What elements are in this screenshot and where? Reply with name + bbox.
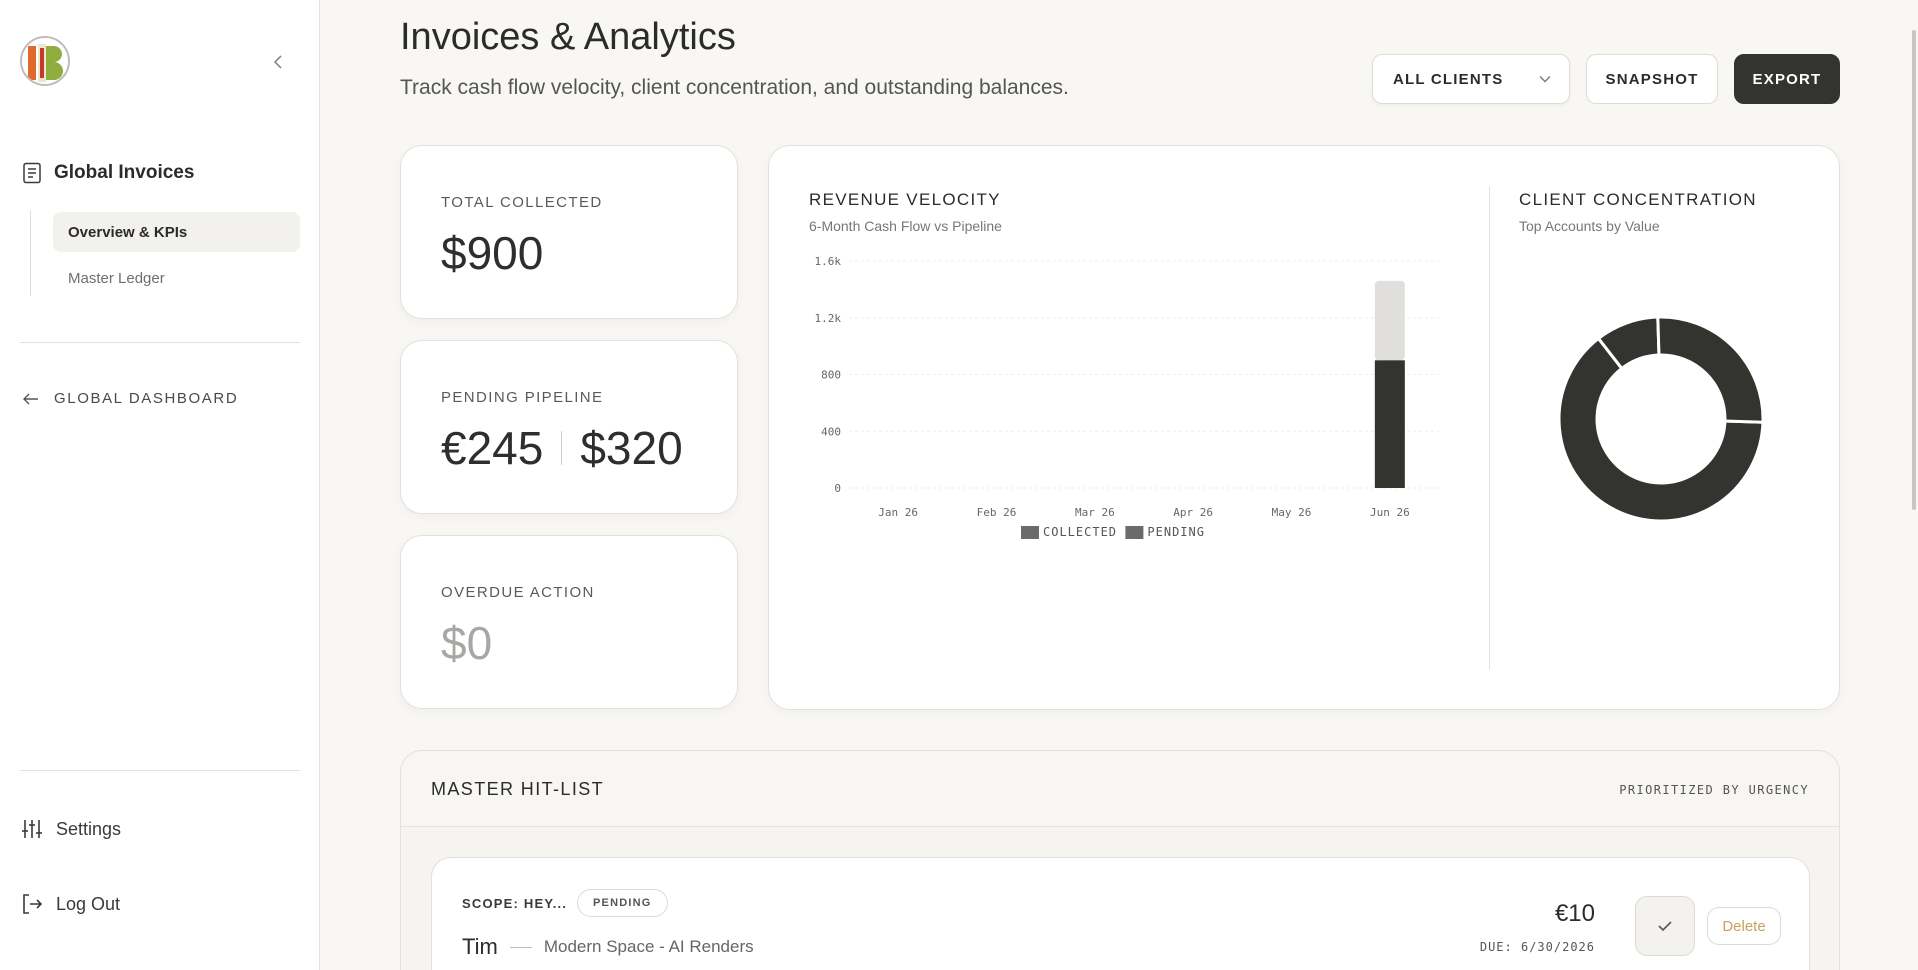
donut-slice bbox=[1656, 315, 1765, 424]
export-button[interactable]: EXPORT bbox=[1734, 54, 1840, 104]
check-icon bbox=[1658, 921, 1672, 932]
hit-list-sort-label: PRIORITIZED BY URGENCY bbox=[1619, 783, 1809, 797]
legend-swatch bbox=[1125, 526, 1144, 539]
legend-label: COLLECTED bbox=[1043, 525, 1117, 539]
collapse-sidebar-button[interactable] bbox=[268, 50, 288, 74]
arrow-left-icon bbox=[23, 393, 38, 404]
global-dashboard-link[interactable]: GLOBAL DASHBOARD bbox=[22, 390, 238, 407]
logout-link[interactable]: Log Out bbox=[20, 892, 120, 916]
chevron-down-icon bbox=[1539, 76, 1551, 83]
client-donut-chart bbox=[1557, 315, 1765, 523]
chart-divider bbox=[1489, 186, 1490, 670]
legend-label: PENDING bbox=[1147, 525, 1205, 539]
kpi-total-collected: TOTAL COLLECTED $900 bbox=[400, 145, 738, 319]
bar-collected bbox=[1374, 360, 1405, 488]
delete-button[interactable]: Delete bbox=[1707, 907, 1781, 945]
invoice-client-line: Tim Modern Space - AI Renders bbox=[462, 934, 754, 960]
kpi-label: OVERDUE ACTION bbox=[441, 584, 595, 601]
status-badge: PENDING bbox=[577, 889, 668, 917]
logout-label: Log Out bbox=[56, 893, 121, 914]
analytics-card: REVENUE VELOCITY 6-Month Cash Flow vs Pi… bbox=[768, 145, 1840, 710]
y-tick-label: 1.6k bbox=[815, 256, 842, 268]
invoice-scope: SCOPE: HEY... bbox=[462, 896, 568, 911]
invoice-row[interactable]: SCOPE: HEY... PENDING Tim Modern Space -… bbox=[431, 857, 1810, 970]
client-concentration-subtitle: Top Accounts by Value bbox=[1519, 218, 1660, 234]
x-tick-label: Apr 26 bbox=[1173, 506, 1213, 519]
sidebar-divider-bottom bbox=[20, 770, 300, 771]
x-tick-label: Jan 26 bbox=[878, 506, 918, 519]
y-tick-label: 800 bbox=[821, 369, 841, 382]
client-filter-select[interactable]: ALL CLIENTS bbox=[1372, 54, 1570, 104]
kpi-pending-pipeline: PENDING PIPELINE €245 $320 bbox=[400, 340, 738, 514]
kpi-value: €245 $320 bbox=[441, 421, 683, 475]
page-title: Invoices & Analytics bbox=[400, 16, 736, 58]
revenue-bar-chart: 0 400 800 1.2k 1.6k Jan 26 Feb 26 Mar 26 Apr 26 M… bbox=[815, 256, 1439, 539]
nav-section-global-invoices[interactable]: Global Invoices bbox=[22, 162, 194, 184]
hit-list-title: MASTER HIT-LIST bbox=[431, 779, 605, 799]
kpi-value: $0 bbox=[441, 617, 493, 669]
y-tick-label: 400 bbox=[821, 425, 841, 438]
x-tick-label: May 26 bbox=[1272, 506, 1312, 519]
master-hit-list: MASTER HIT-LIST PRIORITIZED BY URGENCY S… bbox=[400, 750, 1840, 970]
snapshot-button[interactable]: SNAPSHOT bbox=[1586, 54, 1718, 104]
settings-link[interactable]: Settings bbox=[20, 817, 121, 841]
invoice-project-name: Modern Space - AI Renders bbox=[543, 937, 754, 956]
sliders-icon bbox=[22, 820, 42, 838]
client-concentration-title: CLIENT CONCENTRATION bbox=[1519, 190, 1757, 209]
kpi-label: TOTAL COLLECTED bbox=[441, 194, 603, 211]
kpi-value-eur: €245 bbox=[441, 422, 544, 474]
chevron-left-icon bbox=[273, 55, 282, 69]
invoice-amount: €10 bbox=[1554, 900, 1595, 927]
client-filter-value: ALL CLIENTS bbox=[1393, 70, 1504, 88]
logo-mark bbox=[28, 44, 63, 82]
global-dashboard-label: GLOBAL DASHBOARD bbox=[54, 390, 239, 407]
page-scrollbar[interactable] bbox=[1912, 30, 1916, 510]
donut-slice bbox=[1557, 336, 1765, 523]
logout-icon bbox=[23, 894, 43, 914]
settings-label: Settings bbox=[56, 818, 122, 839]
client-dash bbox=[509, 946, 532, 948]
sidebar-item-master-ledger[interactable]: Master Ledger bbox=[68, 269, 165, 287]
page-subtitle: Track cash flow velocity, client concent… bbox=[400, 76, 1069, 99]
x-tick-label: Jun 26 bbox=[1370, 506, 1410, 519]
sidebar: Global Invoices Overview & KPIs Master L… bbox=[0, 0, 320, 970]
kpi-overdue: OVERDUE ACTION $0 bbox=[400, 535, 738, 709]
legend-swatch bbox=[1021, 526, 1039, 539]
mark-paid-button[interactable] bbox=[1635, 896, 1695, 956]
kpi-label: PENDING PIPELINE bbox=[441, 389, 604, 406]
logo[interactable] bbox=[20, 36, 70, 86]
bar-pending bbox=[1374, 280, 1405, 361]
sidebar-item-overview[interactable]: Overview & KPIs bbox=[53, 212, 300, 252]
invoice-client-name: Tim bbox=[462, 934, 498, 959]
hit-list-header: MASTER HIT-LIST PRIORITIZED BY URGENCY bbox=[401, 751, 1839, 827]
y-tick-label: 0 bbox=[834, 482, 841, 495]
y-tick-label: 1.2k bbox=[815, 312, 842, 325]
x-tick-label: Mar 26 bbox=[1075, 506, 1115, 519]
nav-section-label: Global Invoices bbox=[54, 162, 195, 183]
kpi-separator bbox=[561, 431, 563, 465]
revenue-velocity-subtitle: 6-Month Cash Flow vs Pipeline bbox=[809, 218, 1002, 234]
document-icon bbox=[23, 162, 41, 184]
sidebar-divider bbox=[20, 342, 300, 343]
invoice-due-date: DUE: 6/30/2026 bbox=[1479, 940, 1595, 954]
kpi-value: $900 bbox=[441, 227, 544, 279]
nav-tree: Overview & KPIs Master Ledger bbox=[30, 210, 300, 296]
kpi-value-usd: $320 bbox=[580, 422, 683, 474]
x-tick-label: Feb 26 bbox=[977, 506, 1017, 519]
revenue-velocity-title: REVENUE VELOCITY bbox=[809, 190, 1001, 209]
